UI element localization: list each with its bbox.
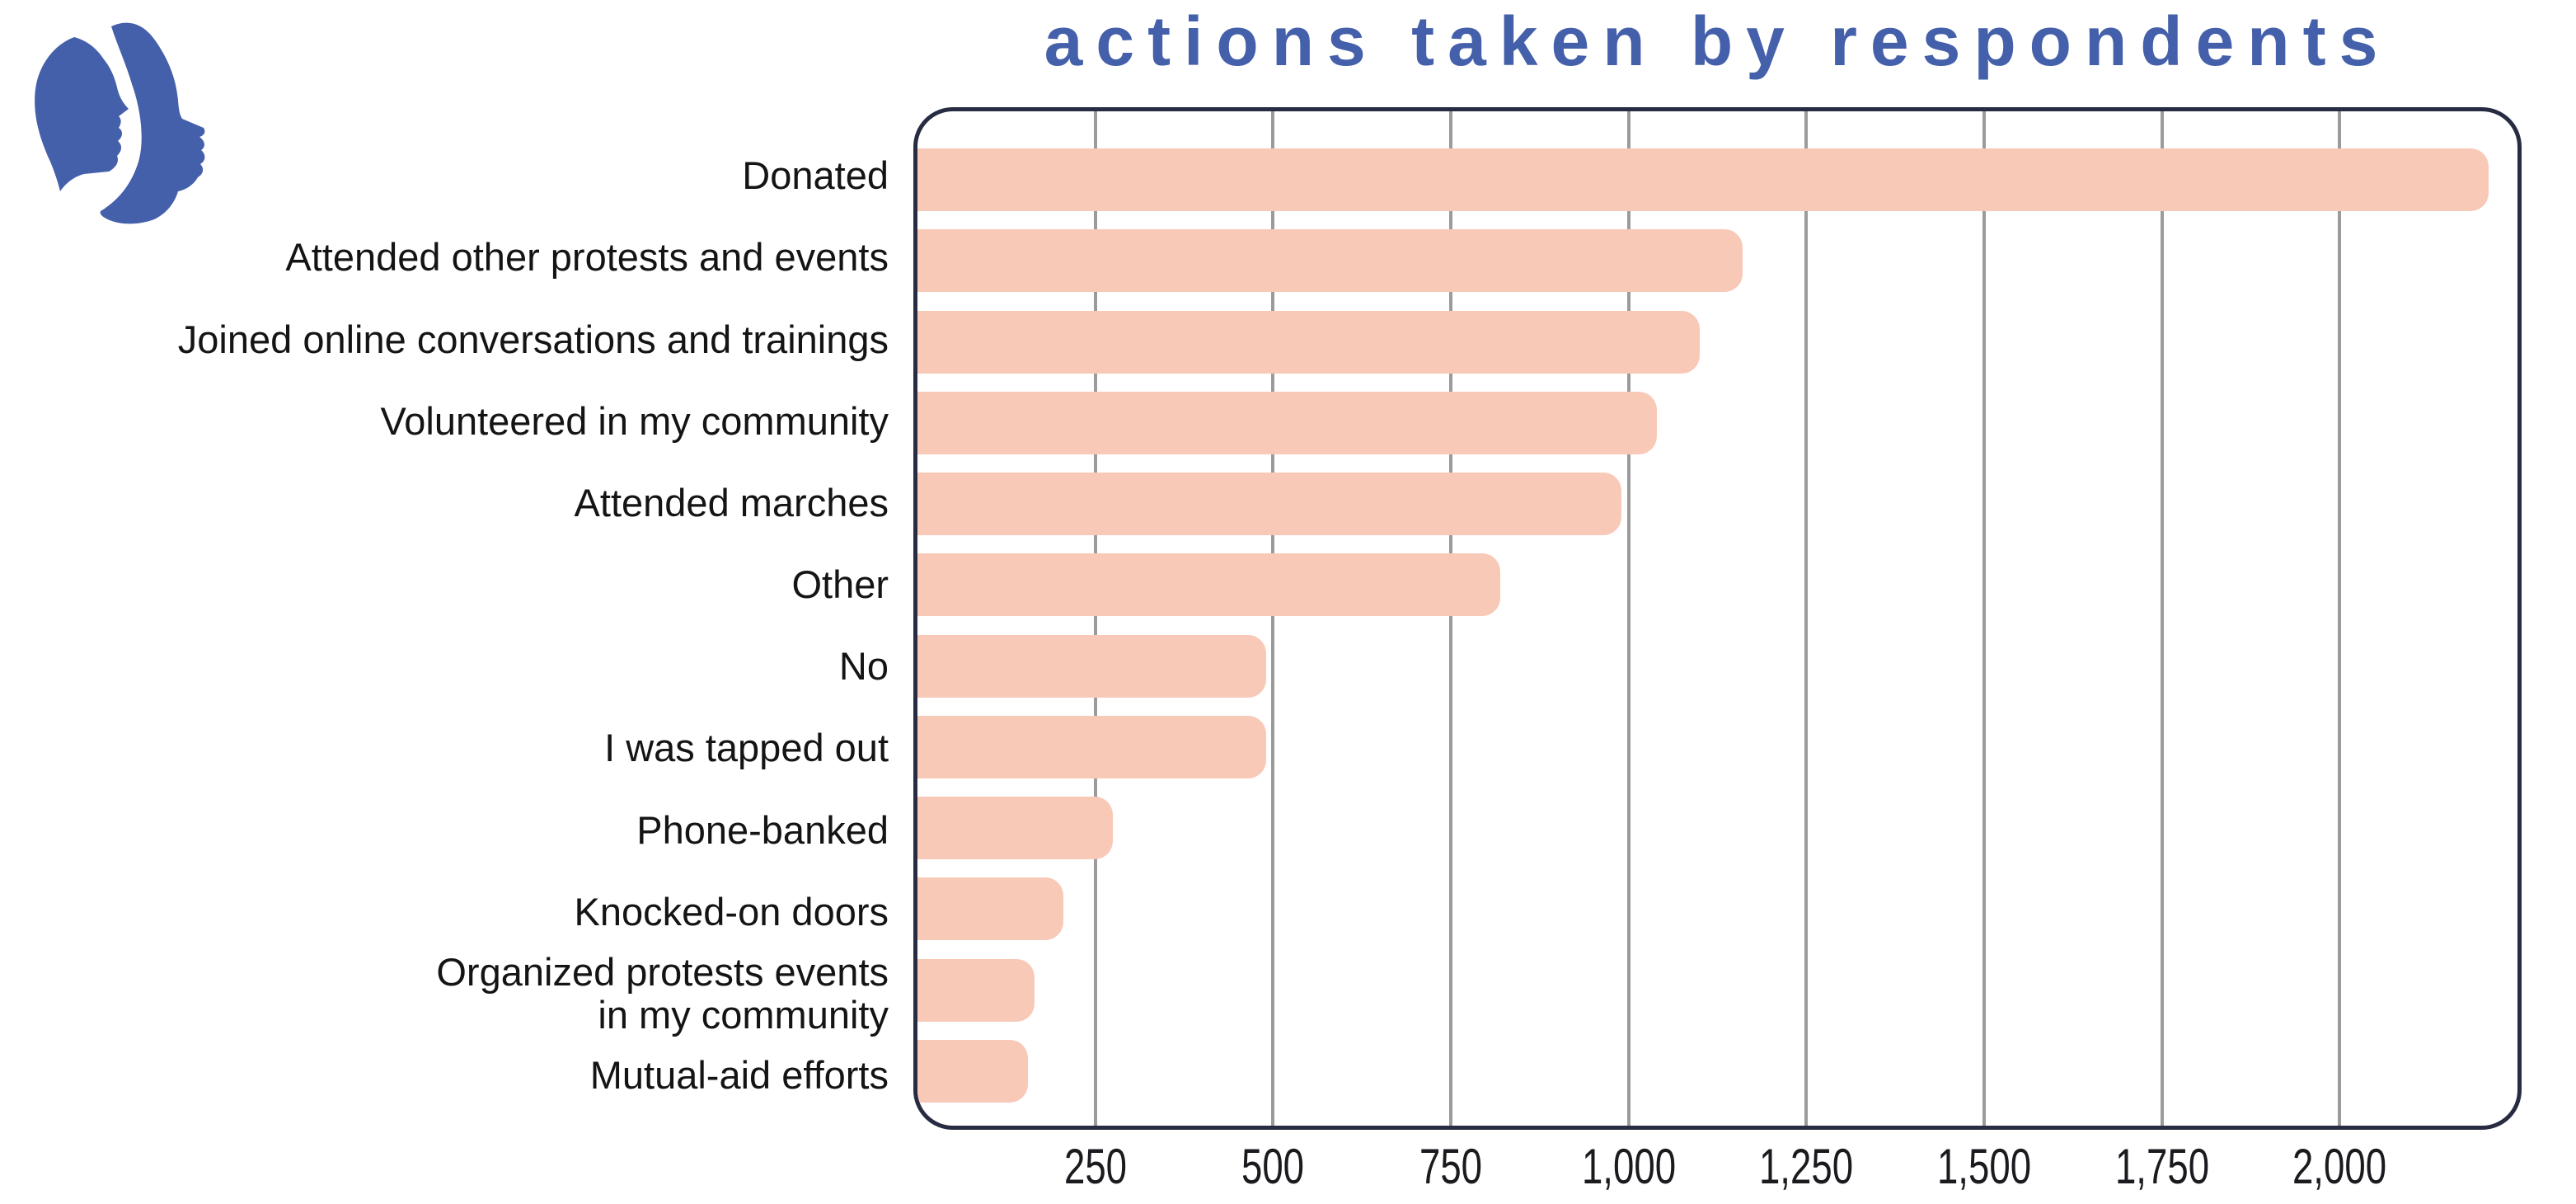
bar: [917, 391, 1658, 454]
bar: [917, 310, 1700, 374]
bars-layer: [917, 111, 2517, 1126]
x-axis-tick-label: 1,500: [1936, 1139, 2032, 1194]
x-axis-tick-label: 1,250: [1759, 1139, 1854, 1194]
category-label: Other: [791, 562, 889, 607]
bar: [917, 797, 1114, 860]
x-axis-tick-label: 1,000: [1581, 1139, 1676, 1194]
bar: [917, 229, 1743, 293]
logo-right-face: [100, 22, 205, 224]
x-axis-tick-label: 1,750: [2114, 1139, 2209, 1194]
plot-area: [913, 107, 2522, 1130]
category-label: Volunteered in my community: [380, 398, 889, 443]
category-label: Joined online conversations and training…: [177, 317, 889, 361]
category-labels: Donated Attended other protests and event…: [0, 107, 889, 1130]
bar: [917, 715, 1266, 778]
bar: [917, 634, 1266, 698]
category-label: Attended marches: [574, 480, 889, 524]
category-label: Knocked-on doors: [574, 889, 889, 934]
bar: [917, 553, 1501, 617]
chart-title: actions taken by respondents: [1044, 2, 2391, 80]
x-axis-tick-label: 250: [1063, 1139, 1127, 1194]
category-label: No: [838, 644, 889, 689]
category-label: I was tapped out: [604, 726, 889, 770]
gridline: [1626, 111, 1631, 1126]
gridline: [1804, 111, 1809, 1126]
gridline: [1271, 111, 1275, 1126]
bar: [917, 877, 1063, 941]
category-label: Attended other protests and events: [285, 235, 889, 280]
x-axis-tick-label: 2,000: [2292, 1139, 2387, 1194]
bar: [917, 958, 1035, 1022]
gridlines-layer: [917, 111, 2517, 1126]
category-label: Mutual-aid efforts: [589, 1053, 889, 1098]
logo-left-face: [35, 37, 129, 191]
category-label: Organized protests events in my communit…: [436, 950, 889, 1037]
x-axis-tick-label: 750: [1419, 1139, 1483, 1194]
x-axis: 250 500 750 1,000 1,250 1,500 1,750 2,000: [917, 1138, 2517, 1200]
logo-shapes: [35, 22, 205, 224]
gridline: [1093, 111, 1097, 1126]
category-label: Donated: [742, 153, 889, 198]
gridline: [2338, 111, 2342, 1126]
bar: [917, 1039, 1028, 1103]
bar: [917, 148, 2489, 211]
x-axis-tick-label: 500: [1241, 1139, 1305, 1194]
gridline: [1448, 111, 1452, 1126]
category-label: Phone-banked: [636, 807, 889, 852]
two-face-profiles-logo: [35, 22, 205, 224]
gridline: [2160, 111, 2164, 1126]
bar: [917, 473, 1622, 536]
gridline: [1982, 111, 1986, 1126]
